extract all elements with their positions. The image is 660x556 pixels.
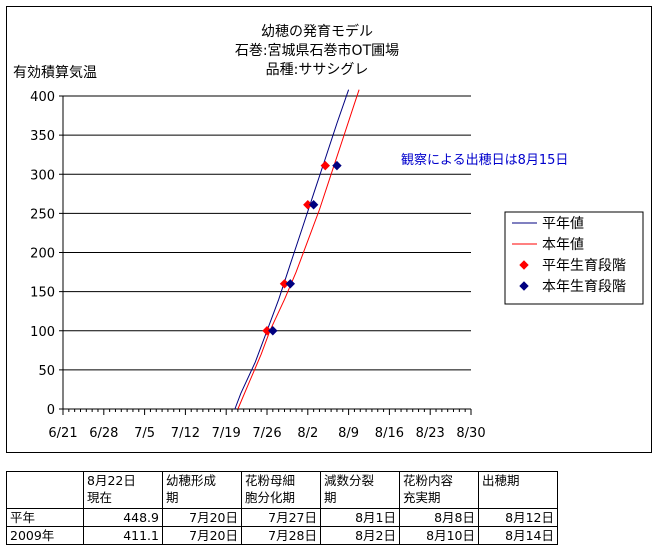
chart-title-line: 品種:ササシグレ [266, 62, 369, 78]
table-header-line: 花粉内容 [403, 473, 454, 488]
table-header-cell [6, 471, 84, 509]
table-cell: 448.9 [83, 508, 163, 527]
x-tick-label: 8/9 [338, 426, 359, 441]
y-tick-label: 250 [30, 207, 55, 222]
legend-label: 本年値 [542, 237, 584, 253]
table-header-line: 期 [324, 490, 337, 505]
y-tick-label: 50 [38, 364, 55, 379]
table-row: 2009年 411.1 7月20日 7月28日 8月2日 8月10日 8月14日 [6, 526, 558, 545]
table-header-cell: 減数分裂期 [320, 471, 400, 509]
table-cell: 8月8日 [399, 508, 479, 527]
x-tick-label: 8/23 [416, 426, 445, 441]
table-row-label: 平年 [6, 508, 84, 527]
table-header-line: 期 [166, 490, 179, 505]
legend-box [504, 211, 644, 305]
x-tick-label: 8/30 [456, 426, 485, 441]
x-tick-label: 7/19 [212, 426, 241, 441]
table-cell: 8月10日 [399, 526, 479, 545]
y-tick-label: 400 [30, 90, 55, 105]
x-tick-label: 6/28 [89, 426, 118, 441]
y-tick-label: 350 [30, 129, 55, 144]
table-row: 平年 448.9 7月20日 7月27日 8月1日 8月8日 8月12日 [6, 508, 558, 527]
y-tick-label: 100 [30, 325, 55, 340]
table-header-row: 8月22日 現在 幼穂形成期花粉母細 胞分化期 減数分裂期花粉内容 充実期 出穂期 [6, 471, 558, 509]
table-header-line: 減数分裂 [324, 473, 375, 488]
table-cell: 8月1日 [320, 508, 400, 527]
chart-frame: 幼穂の発育モデル石巻:宮城県石巻市OT圃場 品種:ササシグレ 有効積算気温 0 50… [6, 6, 652, 453]
x-tick-label: 7/26 [252, 426, 281, 441]
series-marker-3 [332, 160, 342, 171]
growth-stage-table: 8月22日 現在 幼穂形成期花粉母細 胞分化期 減数分裂期花粉内容 充実期 出穂期 平年 448… [6, 471, 558, 545]
y-tick-label: 150 [30, 286, 55, 301]
series-marker-3 [268, 326, 278, 336]
table-header-line: 幼穂形成 [166, 473, 217, 488]
x-tick-label: 6/21 [48, 426, 77, 441]
series [234, 89, 360, 410]
y-tick-label: 200 [30, 247, 55, 262]
table-header-line: 8月22日 [87, 473, 136, 488]
y-tick-label: 0 [47, 403, 55, 418]
series-marker-3 [285, 279, 296, 289]
table-cell: 7月20日 [162, 508, 242, 527]
series-line-0 [234, 89, 350, 410]
axes [62, 96, 472, 415]
series-marker-3 [308, 200, 319, 210]
table-header-line: 現在 [87, 490, 113, 505]
table-header-line: 出穂期 [482, 473, 520, 488]
series-line-1 [237, 89, 360, 410]
legend-label: 本年生育段階 [542, 279, 626, 295]
table-cell: 7月20日 [162, 526, 242, 545]
y-tick-labels: 0 50 100 150 200 250 300 350 400 [30, 90, 55, 418]
legend-marker-swatch [519, 281, 529, 291]
table-header-cell: 幼穂形成期 [162, 471, 242, 509]
legend-label: 平年生育段階 [542, 258, 626, 274]
table-row-label: 2009年 [6, 526, 84, 545]
table-cell: 7月28日 [241, 526, 321, 545]
series-marker-2 [320, 160, 330, 171]
table-cell: 8月14日 [478, 526, 558, 545]
table-cell: 411.1 [83, 526, 163, 545]
legend-marker-swatch [519, 260, 529, 270]
table-header-line: 花粉母細 [245, 473, 296, 488]
chart-title-line: 幼穂の発育モデル [261, 23, 373, 40]
x-tick-label: 8/2 [297, 426, 318, 441]
y-tick-label: 300 [30, 168, 55, 183]
x-tick-label: 8/16 [375, 426, 404, 441]
table-header-cell: 花粉内容 充実期 [399, 471, 479, 509]
table-header-cell: 8月22日現在 [83, 471, 163, 509]
grid-lines [59, 95, 471, 410]
table-header-cell: 出穂期 [478, 471, 558, 509]
table-cell: 7月27日 [241, 508, 321, 527]
table-header-line: 充実期 [403, 490, 441, 505]
chart-title-line: 石巻:宮城県石巻市OT圃場 [235, 42, 399, 59]
y-axis-label: 有効積算気温 [13, 65, 97, 81]
table-cell: 8月2日 [320, 526, 400, 545]
legend-label: 平年値 [542, 216, 584, 232]
table-cell: 8月12日 [478, 508, 558, 527]
x-tick-label: 7/12 [171, 426, 200, 441]
table-header-cell: 花粉母細 胞分化期 [241, 471, 321, 509]
table-header-line: 胞分化期 [245, 490, 296, 505]
x-tick-label: 7/5 [134, 426, 155, 441]
heading-date-annotation: 観察による出穂日は8月15日 [401, 153, 568, 168]
x-tick-labels: 6/21 6/28 7/5 7/12 7/19 7/26 8/2 8/9 8/16 8/23 8/3… [48, 426, 485, 441]
